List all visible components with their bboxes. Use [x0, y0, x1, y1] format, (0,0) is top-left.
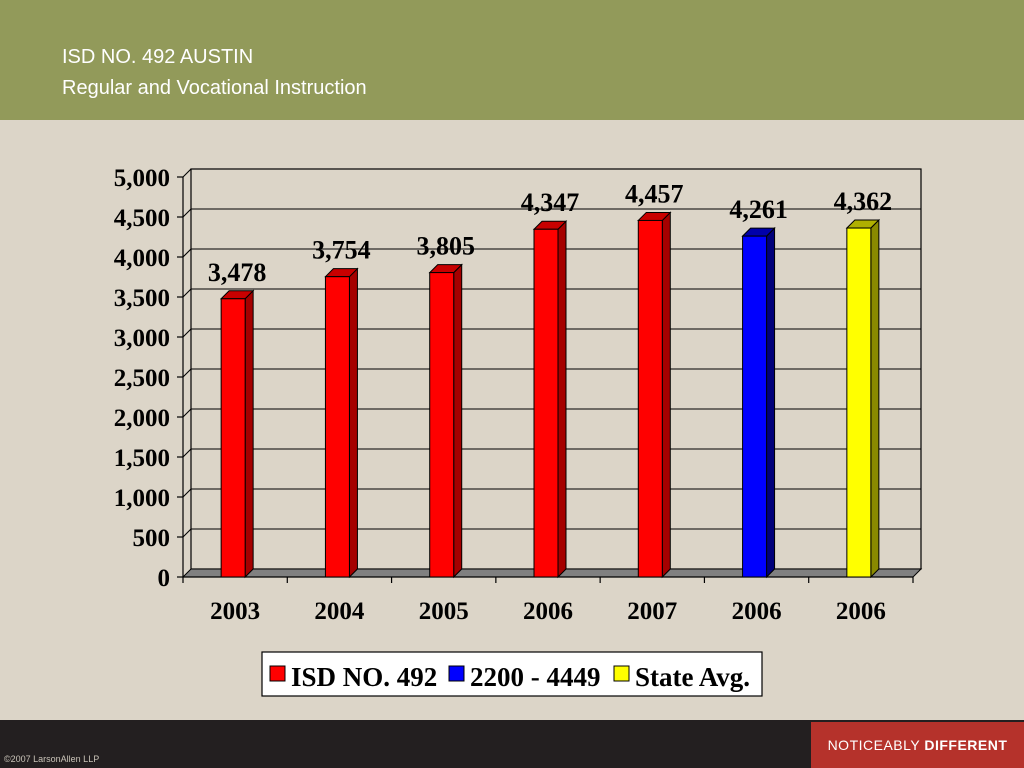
y-tick-label: 2,500: [114, 365, 170, 392]
data-label: 3,478: [208, 258, 267, 287]
data-label: 4,347: [521, 188, 580, 217]
y-tick-label: 1,000: [114, 485, 170, 512]
bar-side: [557, 220, 567, 579]
legend-swatch: [448, 665, 465, 682]
gridline-side: [182, 208, 192, 218]
gridline-side: [182, 288, 192, 298]
tagline-light: NOTICEABLY: [827, 737, 920, 753]
x-tick-label: 2006: [836, 598, 886, 625]
gridline-side: [182, 248, 192, 258]
y-tick-label: 5,000: [114, 165, 170, 192]
legend-label: 2200 - 4449: [470, 662, 601, 692]
gridline-side: [182, 408, 192, 418]
y-tick-label: 4,500: [114, 205, 170, 232]
bar: [324, 276, 350, 578]
gridline-side: [182, 328, 192, 338]
y-tick-label: 0: [158, 565, 171, 592]
page-subtitle: Regular and Vocational Instruction: [62, 77, 367, 99]
gridline-side: [182, 368, 192, 378]
x-tick-label: 2007: [627, 598, 677, 625]
data-label: 3,754: [312, 236, 371, 265]
tagline-box: NOTICEABLY DIFFERENT: [811, 722, 1024, 768]
bar: [533, 228, 559, 578]
bar-side: [244, 289, 254, 579]
y-tick-label: 2,000: [114, 405, 170, 432]
y-tick-label: 500: [133, 525, 171, 552]
data-label: 4,261: [729, 195, 788, 224]
bar-side: [870, 218, 880, 579]
x-tick-label: 2005: [419, 598, 469, 625]
x-tick-label: 2006: [523, 598, 573, 625]
y-tick-label: 3,500: [114, 285, 170, 312]
x-tick-label: 2006: [732, 598, 782, 625]
legend-swatch: [613, 665, 630, 682]
gridline-side: [182, 168, 192, 178]
bar-side: [453, 263, 463, 579]
legend-box: [261, 651, 763, 697]
x-tick-label: 2004: [314, 598, 365, 625]
data-label: 3,805: [416, 232, 475, 261]
tagline: NOTICEABLY DIFFERENT: [811, 722, 1024, 768]
bar: [637, 219, 663, 578]
gridline-side: [182, 528, 192, 538]
gridline-side: [182, 488, 192, 498]
y-tick-label: 4,000: [114, 245, 170, 272]
legend-swatch: [269, 665, 286, 682]
y-tick-label: 1,500: [114, 445, 170, 472]
chart-area: 0 500 1,000 1,500 2,000 2,500 3,000 3,500 4,000 4…: [114, 165, 923, 697]
tagline-bold: DIFFERENT: [924, 737, 1008, 753]
bar: [220, 298, 246, 578]
y-tick-label: 3,000: [114, 325, 170, 352]
page-title: ISD NO. 492 AUSTIN: [62, 46, 254, 68]
bar-side: [348, 267, 358, 579]
bar: [429, 272, 455, 578]
bar-side: [661, 211, 671, 579]
copyright-text: ©2007 LarsonAllen LLP: [4, 754, 100, 764]
legend-label: State Avg.: [635, 662, 750, 692]
gridline-side: [182, 448, 192, 458]
bar-side: [766, 226, 776, 579]
header-bar: ISD NO. 492 AUSTIN Regular and Vocationa…: [0, 0, 1024, 120]
data-label: 4,457: [625, 179, 684, 208]
bar: [742, 235, 768, 578]
legend-label: ISD NO. 492: [291, 662, 437, 692]
data-label: 4,362: [834, 187, 893, 216]
x-tick-label: 2003: [210, 598, 260, 625]
bar: [846, 227, 872, 578]
